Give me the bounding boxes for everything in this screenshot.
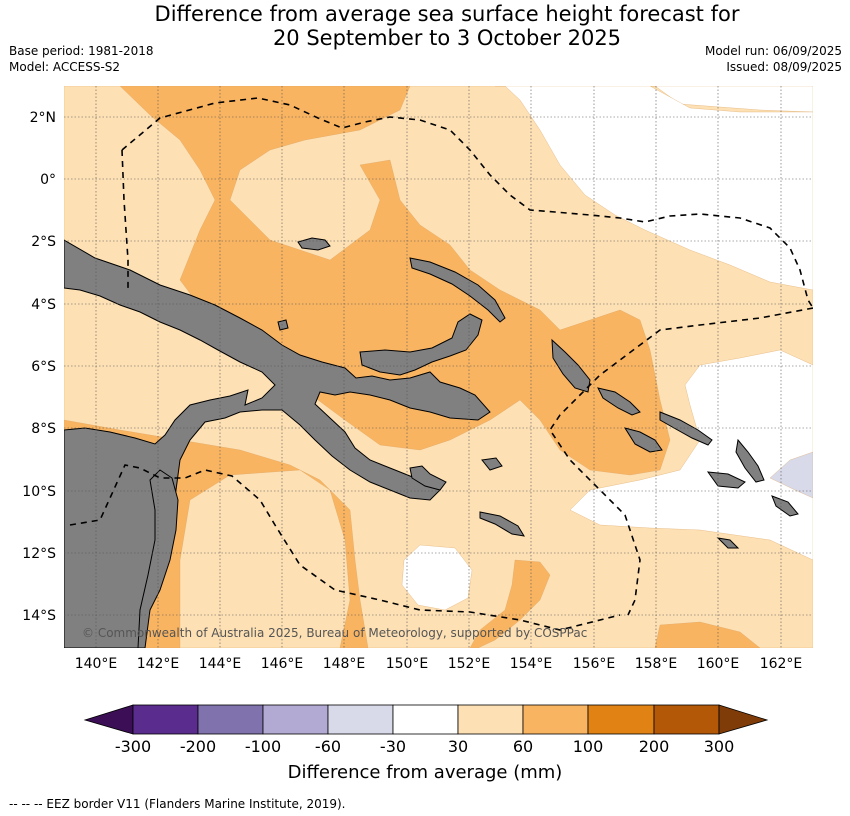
land-malaita [735,438,765,483]
lon-label: 150°E [386,656,429,672]
anomaly-30-60-region [179,469,351,648]
colorbar-tick: -300 [115,737,151,756]
title-line-2: 20 September to 3 October 2025 [272,26,622,50]
model-name: Model: ACCESS-S2 [9,60,121,74]
land-makira [771,495,799,517]
colorbar [83,704,769,735]
colorbar-ticks: -300 -200 -100 -60 -30 30 60 100 200 300 [115,737,734,756]
eez-border-west [121,149,129,290]
colorbar-tick: -60 [315,737,341,756]
land-islet [716,537,740,549]
colorbar-segment [522,704,589,735]
lat-label: 12°S [22,546,56,562]
lat-label: 8°S [31,421,56,437]
lon-label: 142°E [137,656,180,672]
lat-labels: 2°N 0° 2°S 4°S 6°S 8°S 10°S 12°S 14°S [22,110,56,624]
title-line-1: Difference from average sea surface heig… [154,2,740,26]
land-new-guinea [64,239,491,648]
colorbar-tick: -200 [180,737,216,756]
land-islet [277,319,289,331]
colorbar-segment [197,704,264,735]
colorbar-tick: 30 [448,737,468,756]
eez-border-solomons [549,307,813,616]
colorbar-tick: 300 [704,737,735,756]
lon-label: 160°E [697,656,740,672]
eez-border-png [121,97,813,309]
map-credit: © Commonwealth of Australia 2025, Bureau… [82,626,587,640]
lat-label: 6°S [31,359,56,375]
map-title: Difference from average sea surface heig… [0,2,850,50]
lon-label: 156°E [573,656,616,672]
lon-label: 148°E [323,656,366,672]
map-area [64,86,813,648]
lon-labels: 140°E 142°E 144°E 146°E 148°E 150°E 152°… [75,656,803,672]
lon-label: 144°E [199,656,242,672]
colorbar-tick: -30 [380,737,406,756]
lat-label: 2°S [31,234,56,250]
base-period: Base period: 1981-2018 [9,44,154,58]
anomaly-60-100-region [469,559,551,648]
anomaly-neutral-region [495,86,813,113]
eez-border-south [69,464,621,631]
colorbar-tick: -100 [245,737,281,756]
land-louisiade [479,511,525,537]
land-bougainville [551,338,591,393]
lon-label: 140°E [75,656,118,672]
issued-date: Issued: 08/09/2025 [726,60,842,74]
land-new-britain [359,313,483,376]
land-santa-isabel [659,411,713,446]
land-choiseul [597,387,641,416]
colorbar-segment [457,704,524,735]
land-dentrecasteaux [409,465,447,491]
colorbar-segment [327,704,394,735]
colorbar-segment [587,704,655,735]
colorbar-tick: 60 [513,737,533,756]
colorbar-segment [392,704,459,735]
lat-label: 10°S [22,484,56,500]
meta-right: Model run: 06/09/2025 Issued: 08/09/2025 [705,43,842,75]
colorbar-segment [262,704,329,735]
colorbar-label: Difference from average (mm) [288,762,563,783]
lat-label: 2°N [30,110,56,126]
land-new-ireland [409,257,506,323]
anomaly-60-100-region [654,621,761,648]
land-new-georgia [623,427,663,453]
lat-label: 4°S [31,297,56,313]
lon-label: 162°E [760,656,803,672]
colorbar-segment [653,704,720,735]
anomaly-neutral-region [401,544,473,611]
colorbar-segment [718,704,769,735]
colorbar-segment [83,704,134,735]
colorbar-segment [132,704,199,735]
colorbar-tick: 200 [639,737,670,756]
graticule [64,86,813,648]
anomaly-neg60-30-region [769,451,813,499]
land-guadalcanal [706,471,746,489]
anomaly-neutral-region [504,86,813,291]
eez-legend: -- -- -- EEZ border V11 (Flanders Marine… [9,797,346,811]
land-trobriand [481,457,503,471]
lat-label: 14°S [22,608,56,624]
model-run: Model run: 06/09/2025 [704,44,842,58]
lon-label: 154°E [510,656,553,672]
lat-label: 0° [40,172,56,188]
lon-label: 158°E [635,656,678,672]
anomaly-neutral-region [569,349,813,561]
lon-label: 146°E [261,656,304,672]
lon-label: 152°E [448,656,491,672]
meta-left: Base period: 1981-2018 Model: ACCESS-S2 [9,43,154,75]
colorbar-tick: 100 [573,737,604,756]
eez-borders [69,97,813,631]
